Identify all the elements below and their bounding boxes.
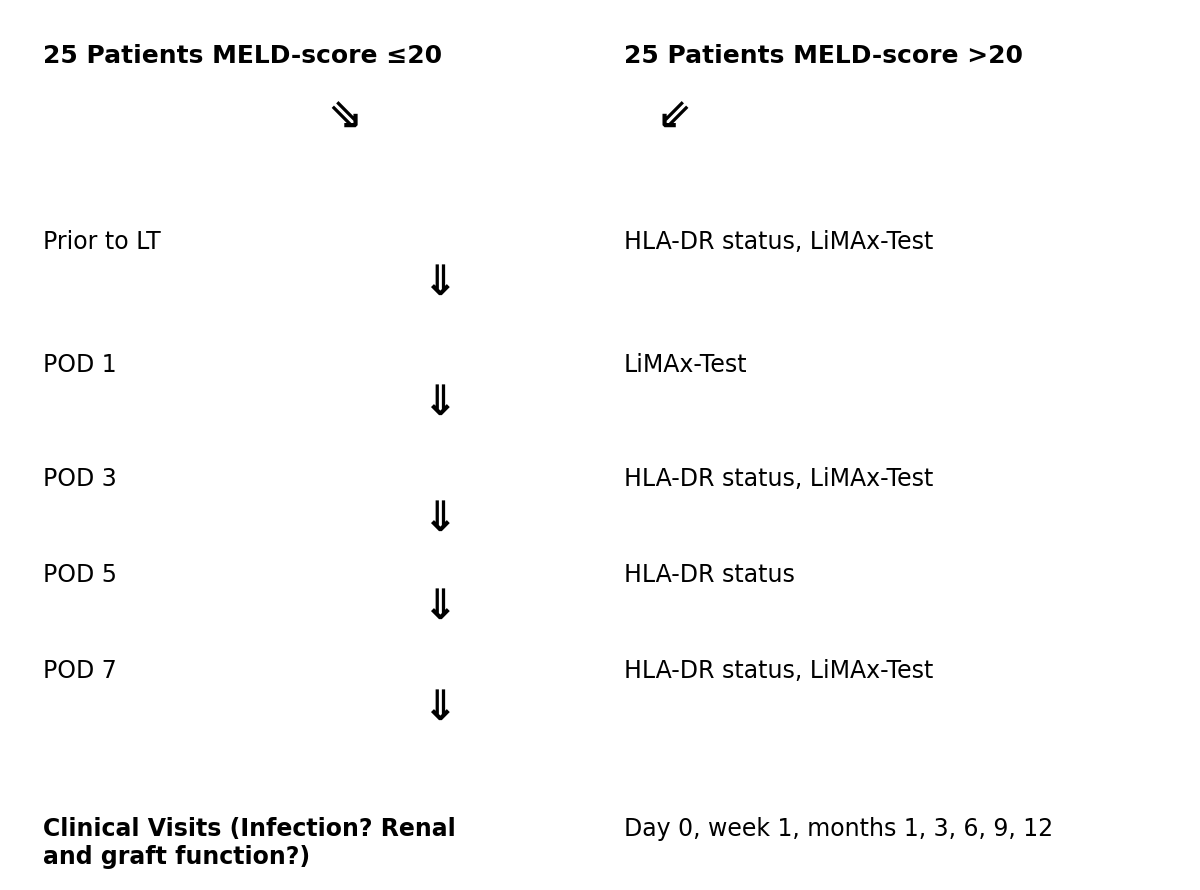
Text: HLA-DR status, LiMAx-Test: HLA-DR status, LiMAx-Test	[624, 466, 934, 490]
Text: POD 7: POD 7	[42, 659, 116, 684]
Text: ⇓: ⇓	[422, 498, 457, 540]
Text: ⇓: ⇓	[422, 262, 457, 303]
Text: Day 0, week 1, months 1, 3, 6, 9, 12: Day 0, week 1, months 1, 3, 6, 9, 12	[624, 817, 1052, 841]
Text: POD 1: POD 1	[42, 352, 116, 376]
Text: HLA-DR status, LiMAx-Test: HLA-DR status, LiMAx-Test	[624, 231, 934, 255]
Text: ⇓: ⇓	[422, 686, 457, 729]
Text: ⇓: ⇓	[422, 586, 457, 627]
Text: 25 Patients MELD-score >20: 25 Patients MELD-score >20	[624, 44, 1022, 68]
Text: ⇘: ⇘	[328, 95, 362, 137]
Text: 25 Patients MELD-score ≤20: 25 Patients MELD-score ≤20	[42, 44, 442, 68]
Text: LiMAx-Test: LiMAx-Test	[624, 352, 748, 376]
Text: Prior to LT: Prior to LT	[42, 231, 161, 255]
Text: POD 3: POD 3	[42, 466, 116, 490]
Text: ⇓: ⇓	[422, 382, 457, 424]
Text: ⇙: ⇙	[656, 95, 691, 137]
Text: POD 5: POD 5	[42, 563, 116, 587]
Text: Clinical Visits (Infection? Renal
and graft function?): Clinical Visits (Infection? Renal and gr…	[42, 817, 455, 869]
Text: HLA-DR status, LiMAx-Test: HLA-DR status, LiMAx-Test	[624, 659, 934, 684]
Text: HLA-DR status: HLA-DR status	[624, 563, 794, 587]
